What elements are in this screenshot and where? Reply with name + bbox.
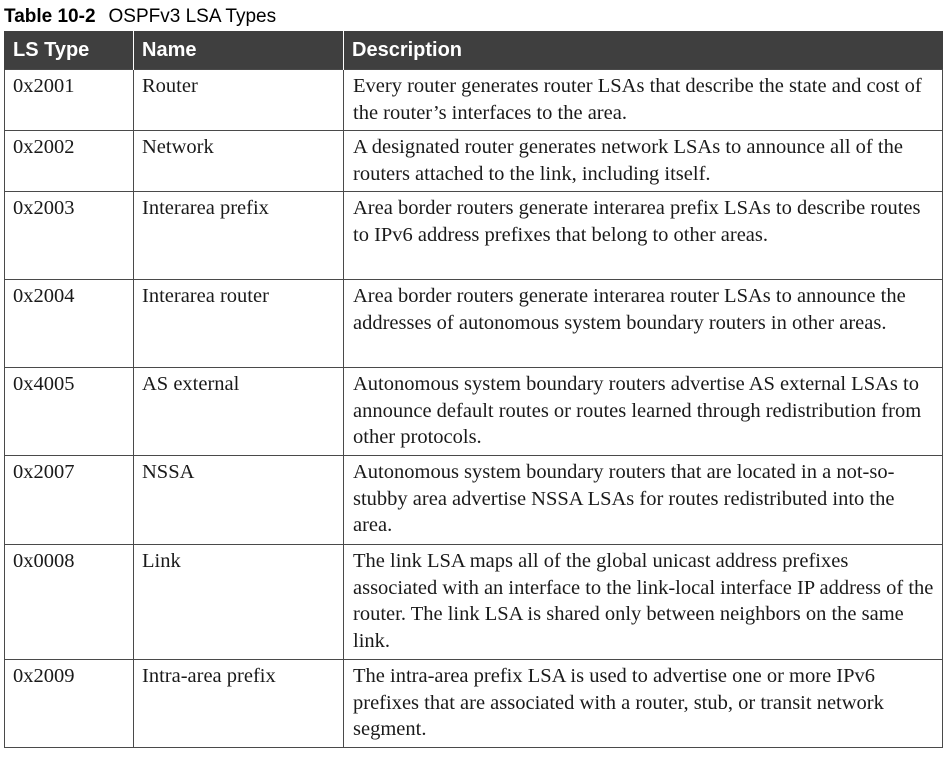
ls-type-cell: 0x2004 bbox=[4, 279, 134, 368]
header-row: LS Type Name Description bbox=[4, 31, 943, 70]
name-cell: NSSA bbox=[133, 455, 344, 545]
description-cell: The intra-area prefix LSA is used to adv… bbox=[343, 659, 943, 748]
ls-type-cell: 0x4005 bbox=[4, 367, 134, 456]
table-row: 0x0008 Link The link LSA maps all of the… bbox=[4, 544, 943, 660]
ls-type-cell: 0x2003 bbox=[4, 191, 134, 280]
ls-type-cell: 0x2002 bbox=[4, 130, 134, 192]
table-row: 0x2009 Intra-area prefix The intra-area … bbox=[4, 659, 943, 748]
table-body: 0x2001 Router Every router generates rou… bbox=[4, 69, 943, 748]
ls-type-cell: 0x2001 bbox=[4, 69, 134, 131]
description-cell: Autonomous system boundary routers adver… bbox=[343, 367, 943, 456]
table-row: 0x2001 Router Every router generates rou… bbox=[4, 69, 943, 131]
table-row: 0x2007 NSSA Autonomous system boundary r… bbox=[4, 455, 943, 545]
description-cell: Area border routers generate interarea r… bbox=[343, 279, 943, 368]
ls-type-cell: 0x2009 bbox=[4, 659, 134, 748]
table-row: 0x2003 Interarea prefix Area border rout… bbox=[4, 191, 943, 280]
description-cell: Autonomous system boundary routers that … bbox=[343, 455, 943, 545]
lsa-types-table: LS Type Name Description 0x2001 Router E… bbox=[4, 31, 943, 748]
table-caption: Table 10-2 OSPFv3 LSA Types bbox=[4, 5, 276, 29]
ls-type-cell: 0x0008 bbox=[4, 544, 134, 660]
description-cell: The link LSA maps all of the global unic… bbox=[343, 544, 943, 660]
name-cell: Interarea router bbox=[133, 279, 344, 368]
name-cell: Network bbox=[133, 130, 344, 192]
name-cell: AS external bbox=[133, 367, 344, 456]
table-row: 0x2002 Network A designated router gener… bbox=[4, 130, 943, 192]
name-cell: Interarea prefix bbox=[133, 191, 344, 280]
description-cell: A designated router generates network LS… bbox=[343, 130, 943, 192]
column-header-ls-type: LS Type bbox=[4, 31, 134, 70]
table-row: 0x2004 Interarea router Area border rout… bbox=[4, 279, 943, 368]
name-cell: Router bbox=[133, 69, 344, 131]
description-cell: Every router generates router LSAs that … bbox=[343, 69, 943, 131]
column-header-description: Description bbox=[343, 31, 943, 70]
name-cell: Intra-area prefix bbox=[133, 659, 344, 748]
name-cell: Link bbox=[133, 544, 344, 660]
table-number: Table 10-2 bbox=[4, 6, 96, 27]
ls-type-cell: 0x2007 bbox=[4, 455, 134, 545]
table-header: LS Type Name Description bbox=[4, 31, 943, 70]
table-title: OSPFv3 LSA Types bbox=[108, 6, 277, 27]
description-cell: Area border routers generate interarea p… bbox=[343, 191, 943, 280]
table-row: 0x4005 AS external Autonomous system bou… bbox=[4, 367, 943, 456]
column-header-name: Name bbox=[133, 31, 344, 70]
